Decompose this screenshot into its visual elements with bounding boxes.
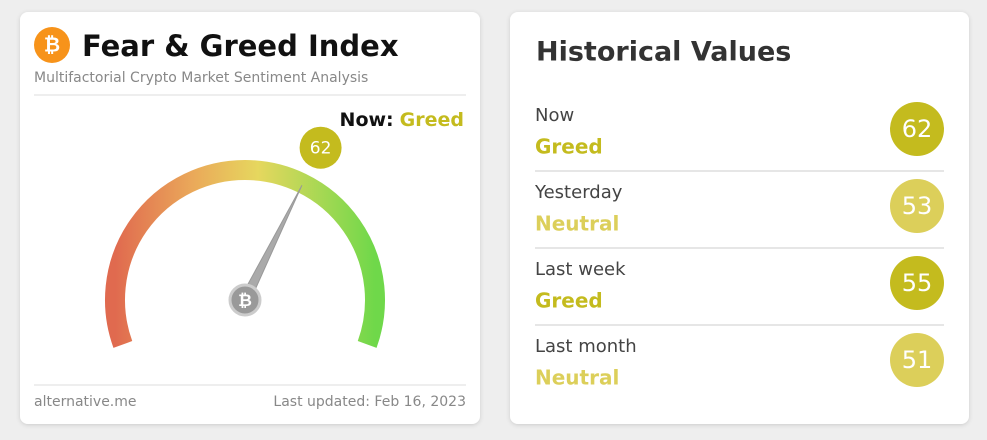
row-class: Greed [535,289,603,313]
now-label: Now: [340,109,394,131]
row-value: 53 [902,192,933,220]
needle-hub [228,283,262,317]
row-class: Neutral [535,366,619,390]
history-card [510,12,969,424]
row-badge [890,102,944,156]
gauge-subtitle: Multifactorial Crypto Market Sentiment A… [34,70,368,86]
row-class: Neutral [535,212,619,236]
hub-symbol: ₿ [238,291,252,311]
row-label: Last week [535,259,626,280]
row-label: Last month [535,336,637,357]
row-badge [890,256,944,310]
now-class: Greed [400,109,464,131]
value-badge-text: 62 [310,139,332,159]
row-value: 62 [902,115,933,143]
gauge-arc [105,160,385,348]
value-badge [299,126,342,169]
row-label: Now [535,105,574,126]
row-label: Yesterday [534,182,623,203]
history-title: Historical Values [536,37,791,68]
gauge-title: Fear & Greed Index [82,29,399,63]
row-badge [890,333,944,387]
bitcoin-symbol: ₿ [44,33,60,57]
source: alternative.me [34,394,137,410]
row-badge [890,179,944,233]
updated: Last updated: Feb 16, 2023 [273,394,466,410]
row-class: Greed [535,135,603,159]
now-line: Now: Greed [340,109,464,131]
bitcoin-icon [34,27,70,63]
row-value: 55 [902,269,933,297]
row-value: 51 [902,346,933,374]
